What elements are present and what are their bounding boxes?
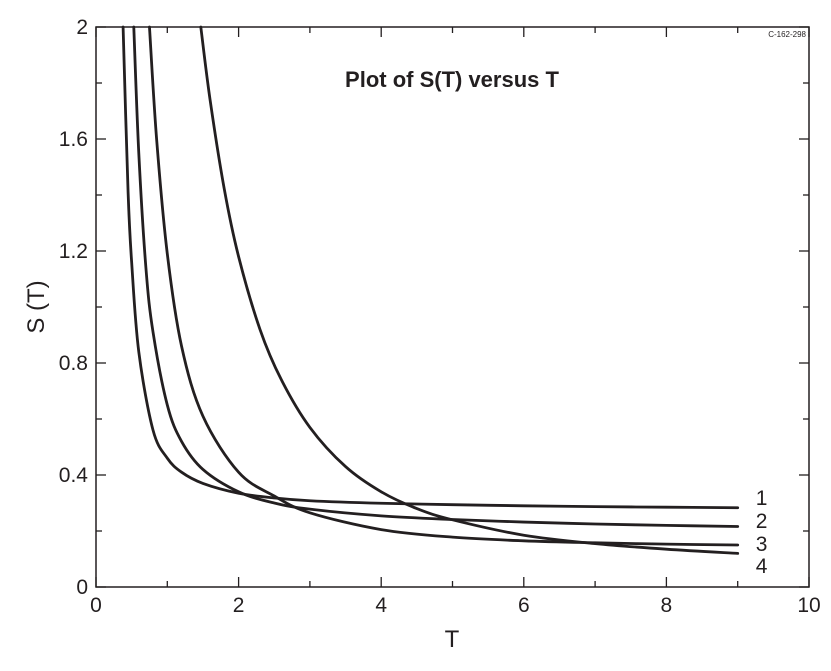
- x-tick-label: 10: [797, 594, 820, 617]
- x-tick-label: 2: [233, 594, 245, 617]
- series-label-2: 2: [756, 510, 768, 533]
- series-line-3: [148, 25, 740, 547]
- x-tick-label: 4: [375, 594, 387, 617]
- figure-id: C-162-298: [768, 30, 806, 39]
- series-label-1: 1: [756, 487, 768, 510]
- y-tick-label: 2: [76, 16, 88, 39]
- tick-marks: [95, 26, 810, 588]
- series-label-3: 3: [756, 533, 768, 556]
- y-tick-label: 1.2: [59, 240, 88, 263]
- y-tick-label: 0.8: [59, 352, 88, 375]
- series-label-4: 4: [756, 555, 768, 578]
- y-tick-label: 1.6: [59, 128, 88, 151]
- series-line-2: [132, 25, 740, 528]
- series-line-1: [121, 25, 740, 510]
- series-line-4: [199, 25, 740, 555]
- x-axis-title: T: [445, 626, 460, 653]
- y-tick-label: 0: [76, 576, 88, 599]
- y-axis-title: S (T): [23, 280, 50, 333]
- chart-title: Plot of S(T) versus T: [345, 67, 559, 92]
- tick-labels: 0 2 4 6 8 10 0 0.4 0.8 1.2 1.6 2: [59, 16, 821, 617]
- x-tick-label: 8: [661, 594, 673, 617]
- x-tick-label: 0: [90, 594, 102, 617]
- y-tick-label: 0.4: [59, 464, 89, 487]
- x-tick-label: 6: [518, 594, 530, 617]
- curves: [121, 25, 740, 555]
- plot-frame: [95, 26, 810, 588]
